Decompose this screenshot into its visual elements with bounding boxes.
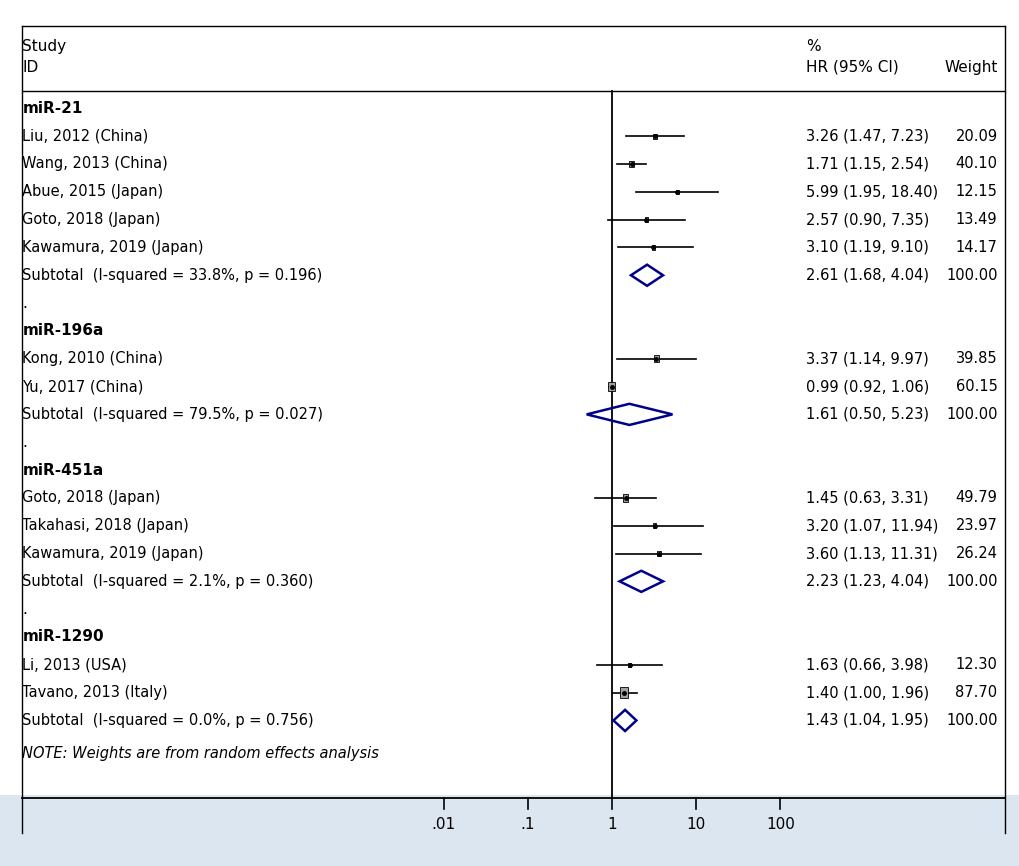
Text: miR-1290: miR-1290: [22, 630, 104, 644]
Text: Goto, 2018 (Japan): Goto, 2018 (Japan): [22, 490, 161, 506]
Text: 100.00: 100.00: [946, 574, 997, 589]
Text: 40.10: 40.10: [955, 157, 997, 171]
Text: ID: ID: [22, 60, 39, 74]
Text: 20.09: 20.09: [955, 129, 997, 144]
Bar: [653, 133, 656, 139]
Text: 3.26 (1.47, 7.23): 3.26 (1.47, 7.23): [805, 129, 928, 144]
Text: NOTE: Weights are from random effects analysis: NOTE: Weights are from random effects an…: [22, 746, 379, 761]
Bar: [628, 662, 631, 667]
Text: .: .: [22, 295, 28, 311]
Bar: [620, 687, 628, 698]
Text: 39.85: 39.85: [955, 352, 997, 366]
Text: Goto, 2018 (Japan): Goto, 2018 (Japan): [22, 212, 161, 227]
Text: Wang, 2013 (China): Wang, 2013 (China): [22, 157, 168, 171]
Text: 1.71 (1.15, 2.54): 1.71 (1.15, 2.54): [805, 157, 928, 171]
Text: Subtotal  (I-squared = 2.1%, p = 0.360): Subtotal (I-squared = 2.1%, p = 0.360): [22, 574, 314, 589]
Text: 1: 1: [606, 817, 616, 832]
Text: miR-451a: miR-451a: [22, 462, 104, 477]
Bar: [623, 494, 628, 501]
Text: 2.57 (0.90, 7.35): 2.57 (0.90, 7.35): [805, 212, 928, 227]
Text: .: .: [22, 435, 28, 449]
Text: 1.43 (1.04, 1.95): 1.43 (1.04, 1.95): [805, 713, 927, 728]
Text: 60.15: 60.15: [955, 379, 997, 394]
Text: Study: Study: [22, 39, 66, 54]
Text: 100.00: 100.00: [946, 713, 997, 728]
Text: Kawamura, 2019 (Japan): Kawamura, 2019 (Japan): [22, 240, 204, 255]
Bar: [653, 355, 658, 362]
Text: 0.99 (0.92, 1.06): 0.99 (0.92, 1.06): [805, 379, 928, 394]
Text: 87.70: 87.70: [955, 685, 997, 700]
Text: miR-196a: miR-196a: [22, 323, 104, 339]
Text: 1.45 (0.63, 3.31): 1.45 (0.63, 3.31): [805, 490, 927, 506]
Text: 100.00: 100.00: [946, 268, 997, 283]
Text: 3.20 (1.07, 11.94): 3.20 (1.07, 11.94): [805, 518, 937, 533]
Text: Liu, 2012 (China): Liu, 2012 (China): [22, 129, 149, 144]
Text: 3.60 (1.13, 11.31): 3.60 (1.13, 11.31): [805, 546, 936, 561]
Text: 14.17: 14.17: [955, 240, 997, 255]
Bar: [651, 245, 654, 249]
Text: Kawamura, 2019 (Japan): Kawamura, 2019 (Japan): [22, 546, 204, 561]
Bar: [607, 382, 614, 391]
Text: 2.23 (1.23, 4.04): 2.23 (1.23, 4.04): [805, 574, 928, 589]
Text: 49.79: 49.79: [955, 490, 997, 506]
Text: 26.24: 26.24: [955, 546, 997, 561]
Bar: [644, 217, 647, 222]
Text: Yu, 2017 (China): Yu, 2017 (China): [22, 379, 144, 394]
Text: .: .: [22, 602, 28, 617]
Text: Abue, 2015 (Japan): Abue, 2015 (Japan): [22, 184, 163, 199]
Text: Tavano, 2013 (Italy): Tavano, 2013 (Italy): [22, 685, 168, 700]
Text: 12.30: 12.30: [955, 657, 997, 672]
Text: 100.00: 100.00: [946, 407, 997, 422]
Bar: [676, 190, 679, 194]
Text: 2.61 (1.68, 4.04): 2.61 (1.68, 4.04): [805, 268, 928, 283]
Text: 1.61 (0.50, 5.23): 1.61 (0.50, 5.23): [805, 407, 928, 422]
Bar: [629, 160, 634, 167]
Text: Kong, 2010 (China): Kong, 2010 (China): [22, 352, 163, 366]
Text: Subtotal  (I-squared = 33.8%, p = 0.196): Subtotal (I-squared = 33.8%, p = 0.196): [22, 268, 322, 283]
Text: Weight: Weight: [944, 60, 997, 74]
Text: Subtotal  (I-squared = 79.5%, p = 0.027): Subtotal (I-squared = 79.5%, p = 0.027): [22, 407, 323, 422]
Text: 12.15: 12.15: [955, 184, 997, 199]
Text: 3.10 (1.19, 9.10): 3.10 (1.19, 9.10): [805, 240, 927, 255]
Bar: [656, 551, 660, 556]
Text: Li, 2013 (USA): Li, 2013 (USA): [22, 657, 127, 672]
Text: miR-21: miR-21: [22, 100, 83, 116]
Text: .01: .01: [431, 817, 455, 832]
Text: 1.63 (0.66, 3.98): 1.63 (0.66, 3.98): [805, 657, 927, 672]
Text: Takahasi, 2018 (Japan): Takahasi, 2018 (Japan): [22, 518, 189, 533]
Text: 23.97: 23.97: [955, 518, 997, 533]
Text: 5.99 (1.95, 18.40): 5.99 (1.95, 18.40): [805, 184, 937, 199]
Text: 10: 10: [686, 817, 705, 832]
Text: %: %: [805, 39, 819, 54]
Bar: [0, 795, 1019, 866]
Text: 13.49: 13.49: [955, 212, 997, 227]
Text: 3.37 (1.14, 9.97): 3.37 (1.14, 9.97): [805, 352, 927, 366]
Text: 1.40 (1.00, 1.96): 1.40 (1.00, 1.96): [805, 685, 928, 700]
Text: HR (95% CI): HR (95% CI): [805, 60, 898, 74]
Text: 100: 100: [765, 817, 794, 832]
Text: .1: .1: [520, 817, 535, 832]
Bar: [652, 523, 656, 528]
Text: Subtotal  (I-squared = 0.0%, p = 0.756): Subtotal (I-squared = 0.0%, p = 0.756): [22, 713, 314, 728]
